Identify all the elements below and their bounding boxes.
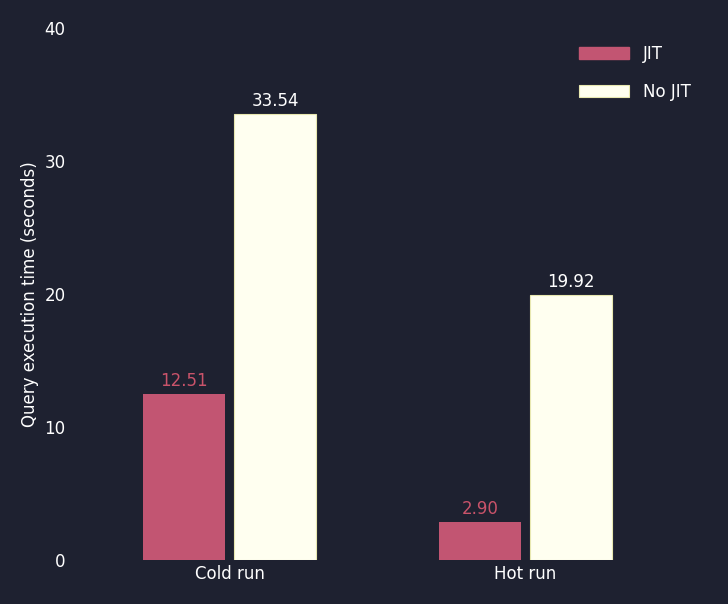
Text: 2.90: 2.90 — [462, 500, 498, 518]
Text: 12.51: 12.51 — [160, 372, 208, 390]
Text: 19.92: 19.92 — [547, 273, 595, 291]
Bar — [143, 394, 225, 561]
Y-axis label: Query execution time (seconds): Query execution time (seconds) — [21, 161, 39, 427]
Bar — [234, 114, 316, 561]
Bar — [530, 295, 612, 561]
Text: 33.54: 33.54 — [251, 92, 298, 110]
Bar — [439, 522, 521, 561]
Legend: JIT, No JIT: JIT, No JIT — [571, 36, 699, 109]
